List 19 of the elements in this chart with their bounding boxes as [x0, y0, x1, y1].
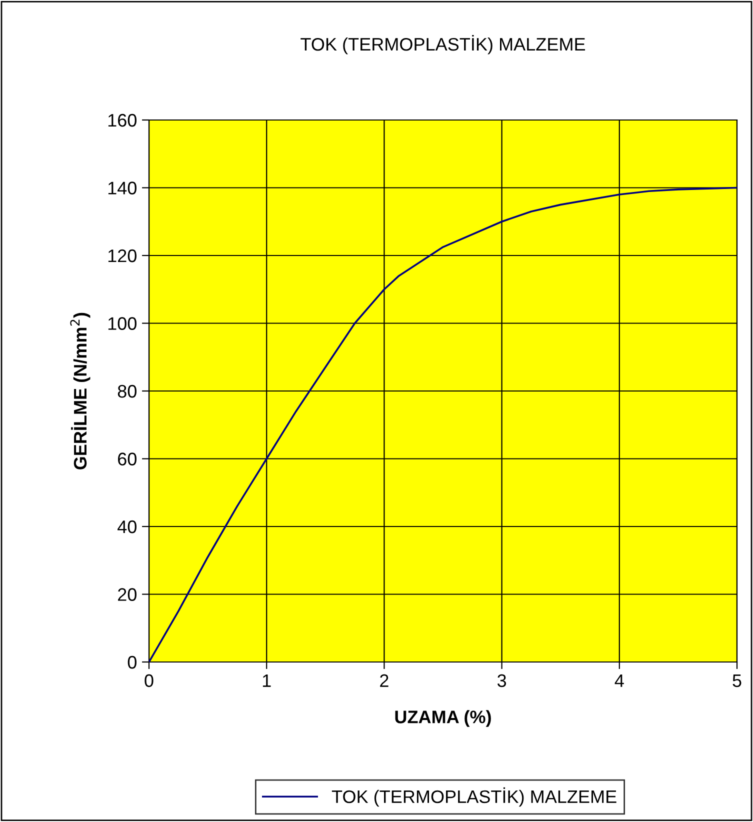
x-tick-label: 1 [262, 674, 271, 687]
y-axis-title: GERİLME (N/mm$^{2}$) [70, 312, 90, 470]
y-tick-label: 40 [118, 520, 136, 534]
y-tick-label: 0 [128, 656, 136, 669]
y-tick-label: 140 [108, 182, 136, 194]
x-axis-title: UZAMA (%) [395, 710, 491, 727]
y-tick-label: 120 [108, 249, 136, 262]
x-tick-label: 0 [144, 674, 154, 688]
x-tick-label: 5 [732, 674, 742, 688]
y-tick-label: 80 [118, 384, 136, 398]
y-tick-label: 100 [108, 317, 136, 330]
chart-title: TOK (TERMOPLASTİK) MALZEME [300, 34, 586, 54]
y-tick-label: 60 [118, 452, 136, 466]
x-tick-label: 4 [614, 674, 624, 687]
y-tick-label: 20 [118, 588, 136, 601]
x-tick-label: 2 [380, 674, 388, 687]
y-tick-label: 160 [108, 114, 136, 127]
legend-label: TOK (TERMOPLASTİK) MALZEME [332, 787, 616, 807]
x-tick-label: 3 [497, 674, 506, 688]
